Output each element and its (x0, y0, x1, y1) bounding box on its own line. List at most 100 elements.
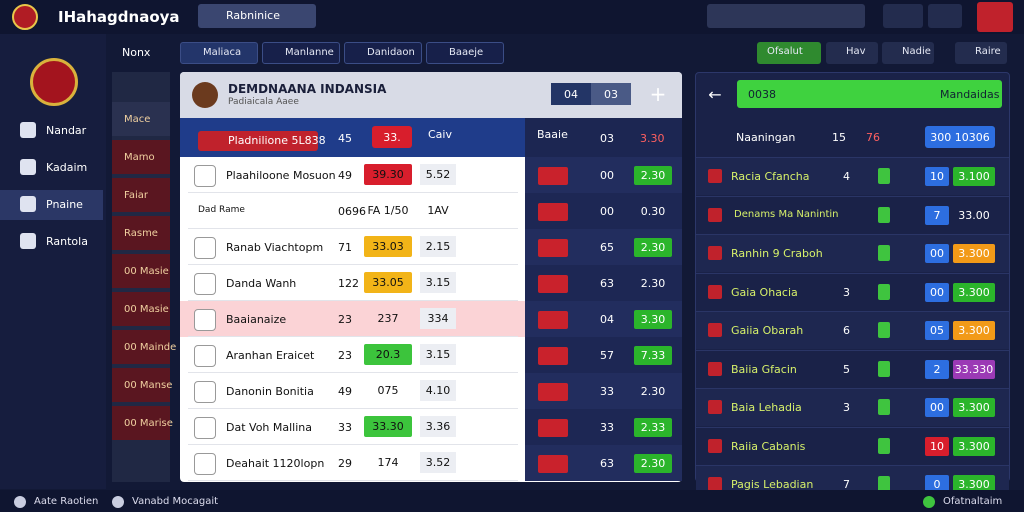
cell-c: 334 (420, 308, 456, 329)
team-name: Dat Voh Mallina (226, 421, 313, 434)
side-icon (708, 438, 722, 453)
back-button[interactable]: ← (708, 84, 722, 104)
tab[interactable]: Manlanne (262, 42, 340, 64)
toolbar-button[interactable]: Nadie (882, 42, 934, 64)
row-divider (188, 300, 518, 301)
subnav-item[interactable] (112, 102, 170, 136)
team-name: Danda Wanh (226, 277, 297, 290)
subnav-item[interactable] (112, 330, 170, 364)
cell-d: 04 (600, 313, 614, 326)
header-cell: 03 (600, 132, 614, 145)
subnav-item[interactable] (112, 292, 170, 326)
cell-c: 3.15 (420, 344, 456, 365)
nav-icon (20, 233, 36, 249)
cell-e: 2.33 (634, 418, 672, 437)
cell-b: 33.03 (364, 236, 412, 257)
side-cell-c: 3.300 (953, 436, 995, 456)
icon-button[interactable] (883, 4, 923, 28)
cell-c: 3.52 (420, 452, 456, 473)
add-button[interactable]: + (649, 82, 667, 106)
cell-b: FA 1/50 (367, 204, 409, 217)
header-cell: 3.30 (640, 132, 665, 145)
footer-item[interactable]: Ofatnaltaim (943, 496, 1003, 507)
row-highlight (180, 301, 525, 337)
team-name: Dad Rame (198, 205, 245, 215)
header-button[interactable]: 04 (551, 83, 591, 105)
cell-a: 23 (338, 349, 352, 362)
side-row (696, 195, 1009, 234)
subnav-item[interactable] (112, 178, 170, 212)
side-row (696, 388, 1009, 426)
tab[interactable]: Danidaon (344, 42, 422, 64)
subnav-item[interactable] (112, 140, 170, 174)
team-name: Ranab Viachtopm (226, 241, 324, 254)
toolbar-button[interactable]: Raire (955, 42, 1007, 64)
team-badge (194, 309, 216, 331)
subnav-item[interactable] (112, 368, 170, 402)
tab[interactable]: Baaeje (426, 42, 504, 64)
toolbar-button[interactable]: Ofsalut (757, 42, 821, 64)
subnav-label: Mamo (124, 152, 155, 163)
app-name: IHahagdnaoya (58, 8, 180, 26)
header-cell: Baaie (537, 128, 568, 141)
side-icon (708, 477, 722, 491)
side-team: Gaiia Obarah (731, 324, 804, 337)
side-team: Baiia Gfacin (731, 362, 797, 376)
footer-item[interactable]: Aate Raotien (34, 496, 99, 507)
nav-label: Pnaine (46, 198, 83, 211)
flag (538, 419, 568, 437)
side-cell-c: 3.300 (953, 398, 995, 417)
side-cell-c: 3.300 (953, 282, 995, 302)
side-square (878, 168, 890, 184)
search-box[interactable]: Rabninice (198, 4, 316, 28)
side-team: Gaia Ohacia (731, 285, 798, 299)
footer-item[interactable]: Vanabd Mocagait (132, 496, 219, 507)
side-cell-c: 3.100 (953, 167, 995, 186)
side-icon (708, 246, 722, 260)
subnav-label: 00 Marise (124, 418, 173, 429)
team-logo (192, 82, 218, 108)
nav-icon (20, 159, 36, 175)
cell-a: 33 (338, 421, 352, 434)
subnav-item[interactable] (112, 254, 170, 288)
nav-item[interactable] (0, 190, 103, 220)
search-field[interactable] (707, 4, 865, 28)
cell-b: 33.05 (364, 272, 412, 293)
team-badge (194, 417, 216, 439)
header-button[interactable]: 03 (591, 83, 631, 105)
subnav-item[interactable] (112, 406, 170, 440)
main-subtitle: Padiaicala Aaee (228, 97, 299, 107)
flag (538, 311, 568, 329)
subnav-item[interactable] (112, 216, 170, 250)
cell-a: 71 (338, 241, 352, 254)
cell-c: 5.52 (420, 164, 456, 185)
toolbar-button[interactable]: Hav (826, 42, 878, 64)
icon-button[interactable] (928, 4, 962, 28)
nav-label: Rantola (46, 235, 88, 248)
cell-d: 63 (600, 457, 614, 470)
side-cell: 5 (843, 362, 850, 376)
subnav-label: 00 Manse (124, 380, 173, 391)
nav-icon (20, 122, 36, 138)
team-name: Baaianaize (226, 313, 287, 326)
sidebar (0, 34, 106, 489)
tab[interactable]: Maliaca (180, 42, 258, 64)
flag (538, 167, 568, 185)
side-cell-b: 00 (925, 244, 949, 263)
side-button-label: Mandaidas (940, 88, 1000, 101)
club-crest (30, 58, 78, 106)
side-icon (708, 207, 722, 222)
side-button[interactable] (737, 80, 1002, 108)
cell-c: 3.15 (420, 272, 456, 293)
flag (538, 275, 568, 293)
cell-b: 075 (377, 384, 399, 397)
row-divider (188, 444, 518, 445)
sidebar-menu[interactable]: Nonx (122, 46, 151, 59)
nav-label: Kadaim (46, 161, 88, 174)
side-team: Raiia Cabanis (731, 439, 806, 453)
row-divider (188, 336, 518, 337)
row-divider (188, 264, 518, 265)
cell-e: 2.30 (634, 166, 672, 185)
avatar[interactable] (977, 2, 1013, 32)
side-square (878, 245, 890, 261)
